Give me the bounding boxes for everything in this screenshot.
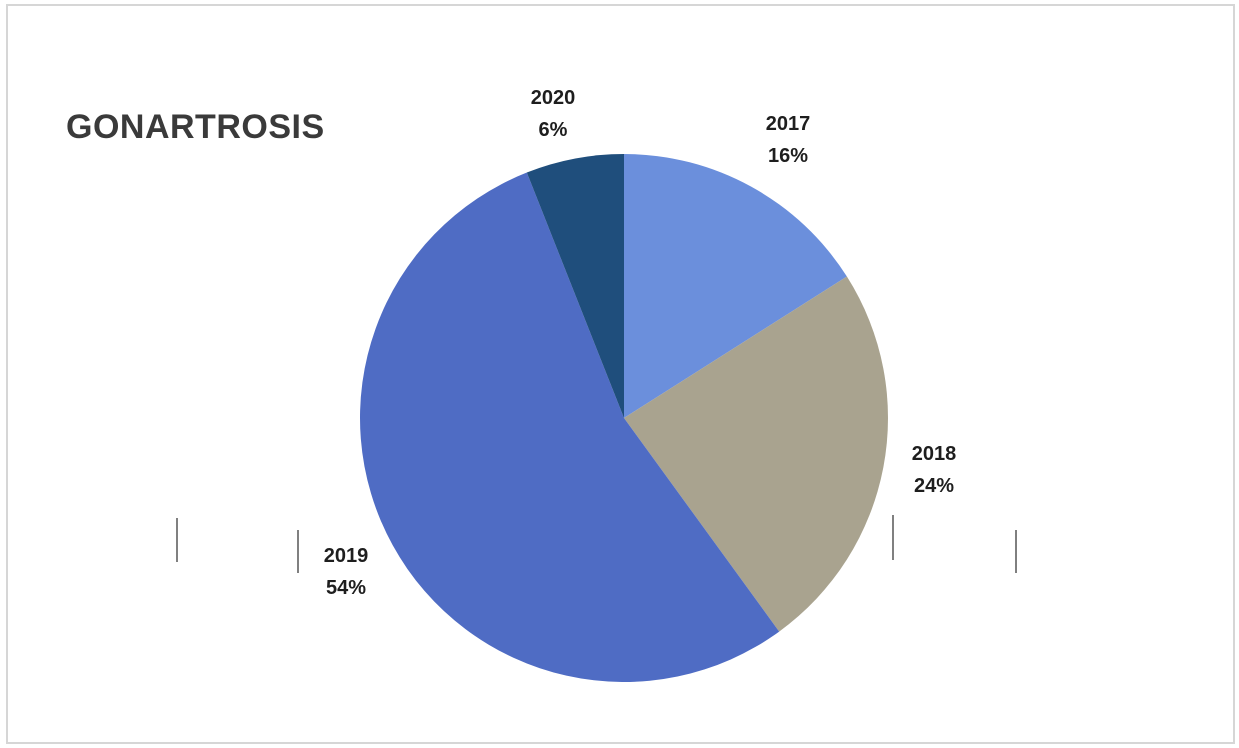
data-label-percent: 6% [539, 119, 568, 141]
data-label-category: 2017 [766, 113, 811, 135]
pie-slice-2018 [624, 276, 889, 632]
data-label-percent: 24% [914, 475, 954, 497]
data-label-percent: 54% [326, 577, 366, 599]
data-label-category: 2020 [531, 87, 576, 109]
pie-slices [360, 154, 889, 683]
chart-title: GONARTROSIS [66, 108, 325, 146]
data-label-category: 2018 [912, 443, 957, 465]
pie-slice-2017 [624, 154, 847, 418]
data-label-category: 2019 [324, 545, 369, 567]
pie-slice-2019 [360, 172, 780, 683]
decorative-ticks [176, 515, 1017, 573]
data-label-percent: 16% [768, 145, 808, 167]
pie-slice-2020 [526, 154, 624, 418]
data-labels: 2017 16% 2018 24% 2019 54% 2020 6% [324, 87, 957, 599]
